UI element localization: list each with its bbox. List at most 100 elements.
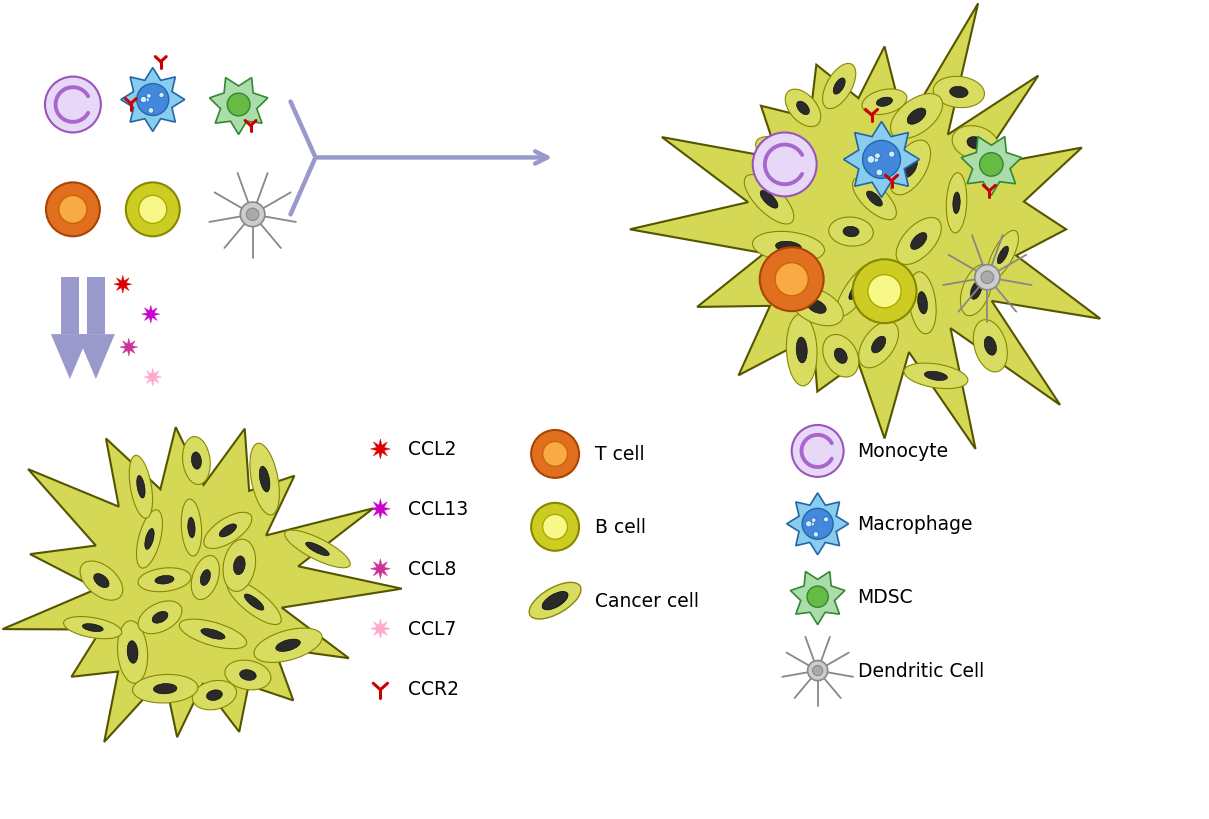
Ellipse shape [988,231,1018,280]
Ellipse shape [127,641,138,663]
Circle shape [808,661,828,681]
Ellipse shape [752,232,825,263]
Ellipse shape [219,524,237,537]
Ellipse shape [191,556,220,600]
Ellipse shape [155,576,174,584]
Circle shape [45,78,100,133]
Ellipse shape [259,467,270,492]
Ellipse shape [239,670,256,681]
Ellipse shape [823,335,858,378]
Ellipse shape [276,640,300,652]
Ellipse shape [953,192,960,215]
Ellipse shape [843,227,860,238]
Ellipse shape [835,264,877,317]
Circle shape [543,514,567,540]
Ellipse shape [904,364,968,389]
Ellipse shape [789,287,844,327]
Circle shape [241,203,265,228]
Ellipse shape [244,595,264,610]
Ellipse shape [833,79,845,95]
Circle shape [247,209,259,221]
Ellipse shape [775,242,802,253]
Ellipse shape [284,531,351,568]
Ellipse shape [254,628,322,663]
Ellipse shape [786,314,817,387]
Polygon shape [87,278,105,335]
Circle shape [873,157,879,163]
Ellipse shape [971,282,982,300]
Ellipse shape [872,337,886,354]
Ellipse shape [179,619,247,649]
Ellipse shape [154,684,177,694]
Circle shape [805,521,811,527]
Ellipse shape [152,612,168,623]
Ellipse shape [222,540,255,591]
Polygon shape [60,278,79,335]
Ellipse shape [997,247,1008,265]
Circle shape [814,532,818,537]
Ellipse shape [137,476,145,499]
Text: Dendritic Cell: Dendritic Cell [857,661,984,681]
Circle shape [980,272,994,284]
Circle shape [862,142,901,179]
Polygon shape [844,122,920,198]
Ellipse shape [918,292,927,314]
Ellipse shape [145,529,154,550]
Text: T cell: T cell [595,445,644,464]
Ellipse shape [80,561,123,600]
Circle shape [877,170,883,176]
Circle shape [775,263,809,296]
Ellipse shape [984,337,996,355]
Circle shape [753,133,816,197]
Ellipse shape [192,681,237,710]
Ellipse shape [960,265,991,316]
Polygon shape [121,69,185,133]
Circle shape [145,98,150,102]
Ellipse shape [834,349,848,364]
Polygon shape [370,619,391,639]
Text: CCL8: CCL8 [409,559,457,578]
Circle shape [889,152,895,158]
Circle shape [823,518,828,523]
Circle shape [46,183,100,237]
Ellipse shape [138,568,191,592]
Polygon shape [141,305,160,324]
Circle shape [158,93,164,98]
Circle shape [146,94,151,99]
Circle shape [531,431,579,478]
Polygon shape [51,335,89,379]
Polygon shape [144,369,162,387]
Ellipse shape [187,518,195,538]
Text: MDSC: MDSC [857,587,913,606]
Polygon shape [120,339,138,356]
Ellipse shape [306,542,329,556]
Ellipse shape [797,337,808,364]
Circle shape [137,84,169,116]
Text: CCR2: CCR2 [409,679,459,698]
Circle shape [812,666,822,676]
Ellipse shape [877,98,892,107]
Circle shape [59,196,87,224]
Text: Cancer cell: Cancer cell [595,591,699,610]
Ellipse shape [771,148,789,161]
Ellipse shape [82,624,103,631]
Ellipse shape [137,510,162,568]
Ellipse shape [925,372,948,381]
Ellipse shape [947,174,967,233]
Ellipse shape [797,102,809,115]
Ellipse shape [756,138,806,172]
Polygon shape [791,572,845,625]
Circle shape [139,196,167,224]
Ellipse shape [760,191,777,209]
Ellipse shape [949,88,968,98]
Ellipse shape [201,629,225,640]
Circle shape [811,518,816,523]
Ellipse shape [207,690,222,700]
Ellipse shape [786,90,821,128]
Text: B cell: B cell [595,518,646,536]
Polygon shape [370,500,391,519]
Polygon shape [209,79,268,135]
Ellipse shape [129,455,152,518]
Ellipse shape [201,570,210,586]
Ellipse shape [891,94,943,139]
